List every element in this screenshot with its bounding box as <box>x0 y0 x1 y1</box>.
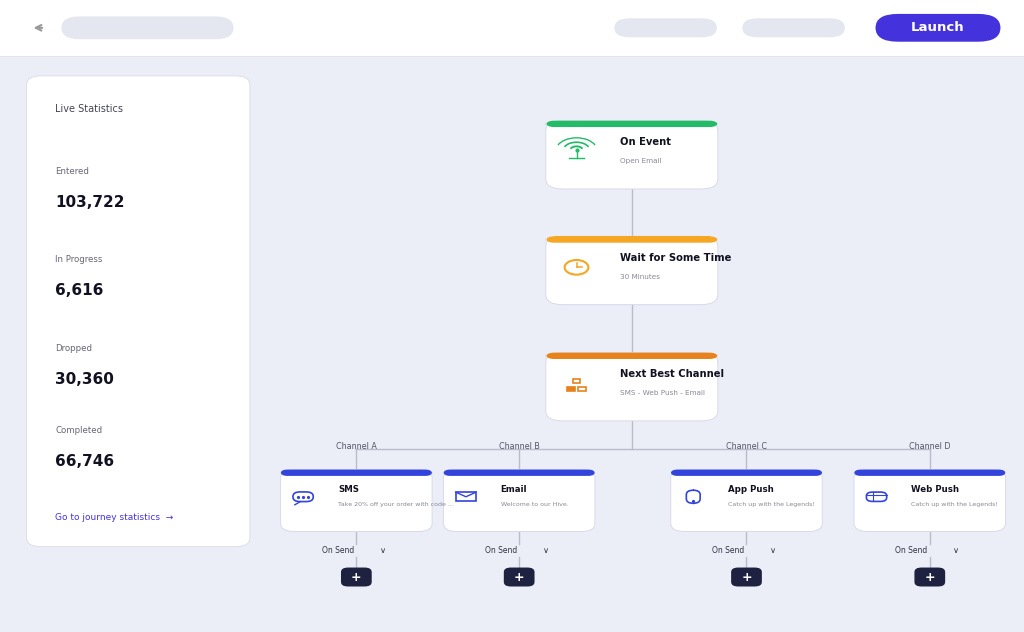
Text: In Progress: In Progress <box>55 255 102 264</box>
Bar <box>456 492 476 501</box>
FancyBboxPatch shape <box>671 470 822 476</box>
FancyBboxPatch shape <box>27 76 250 547</box>
Text: Dropped: Dropped <box>55 344 92 353</box>
FancyBboxPatch shape <box>854 470 1006 476</box>
Text: SMS - Web Push - Email: SMS - Web Push - Email <box>620 390 705 396</box>
Text: Entered: Entered <box>55 167 89 176</box>
FancyBboxPatch shape <box>546 236 718 243</box>
Text: Live Statistics: Live Statistics <box>55 104 123 114</box>
Text: On Send: On Send <box>712 546 744 555</box>
Text: Launch: Launch <box>911 21 965 34</box>
Text: Completed: Completed <box>55 426 102 435</box>
Bar <box>287 470 426 475</box>
Text: Go to journey statistics  →: Go to journey statistics → <box>55 513 173 522</box>
FancyBboxPatch shape <box>61 16 233 39</box>
Bar <box>554 121 710 126</box>
FancyBboxPatch shape <box>546 236 718 305</box>
FancyBboxPatch shape <box>504 568 535 586</box>
FancyBboxPatch shape <box>731 568 762 586</box>
Text: Catch up with the Legends!: Catch up with the Legends! <box>911 502 998 507</box>
Bar <box>572 379 581 383</box>
Text: On Event: On Event <box>620 137 671 147</box>
Text: 30,360: 30,360 <box>55 372 114 387</box>
Text: 30 Minutes: 30 Minutes <box>620 274 659 280</box>
FancyBboxPatch shape <box>546 353 718 421</box>
FancyBboxPatch shape <box>742 18 845 37</box>
FancyBboxPatch shape <box>546 121 718 127</box>
FancyBboxPatch shape <box>671 470 822 532</box>
Text: 66,746: 66,746 <box>55 454 115 469</box>
Text: Channel A: Channel A <box>336 442 377 451</box>
Text: +: + <box>514 571 524 583</box>
Bar <box>554 236 710 242</box>
Text: Welcome to our Hive.: Welcome to our Hive. <box>501 502 568 507</box>
Bar <box>860 470 999 475</box>
Text: Channel B: Channel B <box>499 442 540 451</box>
Text: On Send: On Send <box>322 546 354 555</box>
Text: +: + <box>925 571 935 583</box>
Text: On Send: On Send <box>484 546 517 555</box>
FancyBboxPatch shape <box>281 470 432 532</box>
Text: Open Email: Open Email <box>620 158 662 164</box>
FancyBboxPatch shape <box>546 353 718 359</box>
FancyBboxPatch shape <box>546 121 718 189</box>
FancyBboxPatch shape <box>876 14 1000 42</box>
FancyBboxPatch shape <box>854 470 1006 532</box>
Bar <box>579 387 586 391</box>
FancyBboxPatch shape <box>443 470 595 532</box>
Text: +: + <box>351 571 361 583</box>
Bar <box>678 470 815 475</box>
Bar <box>0 0 1024 56</box>
Text: ∨: ∨ <box>953 546 959 555</box>
Bar <box>554 353 710 358</box>
Bar <box>567 387 574 391</box>
Text: ∨: ∨ <box>380 546 386 555</box>
Text: App Push: App Push <box>728 485 774 494</box>
Text: 103,722: 103,722 <box>55 195 125 210</box>
FancyBboxPatch shape <box>443 470 595 476</box>
Text: Catch up with the Legends!: Catch up with the Legends! <box>728 502 815 507</box>
Text: Channel D: Channel D <box>909 442 950 451</box>
Text: ∨: ∨ <box>543 546 549 555</box>
Text: Wait for Some Time: Wait for Some Time <box>620 253 731 263</box>
FancyBboxPatch shape <box>914 568 945 586</box>
Text: Take 20% off your order with code ...: Take 20% off your order with code ... <box>338 502 454 507</box>
Text: On Send: On Send <box>895 546 928 555</box>
Text: +: + <box>741 571 752 583</box>
Text: 6,616: 6,616 <box>55 283 103 298</box>
FancyBboxPatch shape <box>341 568 372 586</box>
FancyBboxPatch shape <box>614 18 717 37</box>
Text: Email: Email <box>501 485 527 494</box>
Text: SMS: SMS <box>338 485 359 494</box>
Text: Channel C: Channel C <box>726 442 767 451</box>
Text: Next Best Channel: Next Best Channel <box>620 369 724 379</box>
Text: ∨: ∨ <box>770 546 776 555</box>
Text: Web Push: Web Push <box>911 485 959 494</box>
FancyBboxPatch shape <box>281 470 432 476</box>
Bar <box>451 470 588 475</box>
